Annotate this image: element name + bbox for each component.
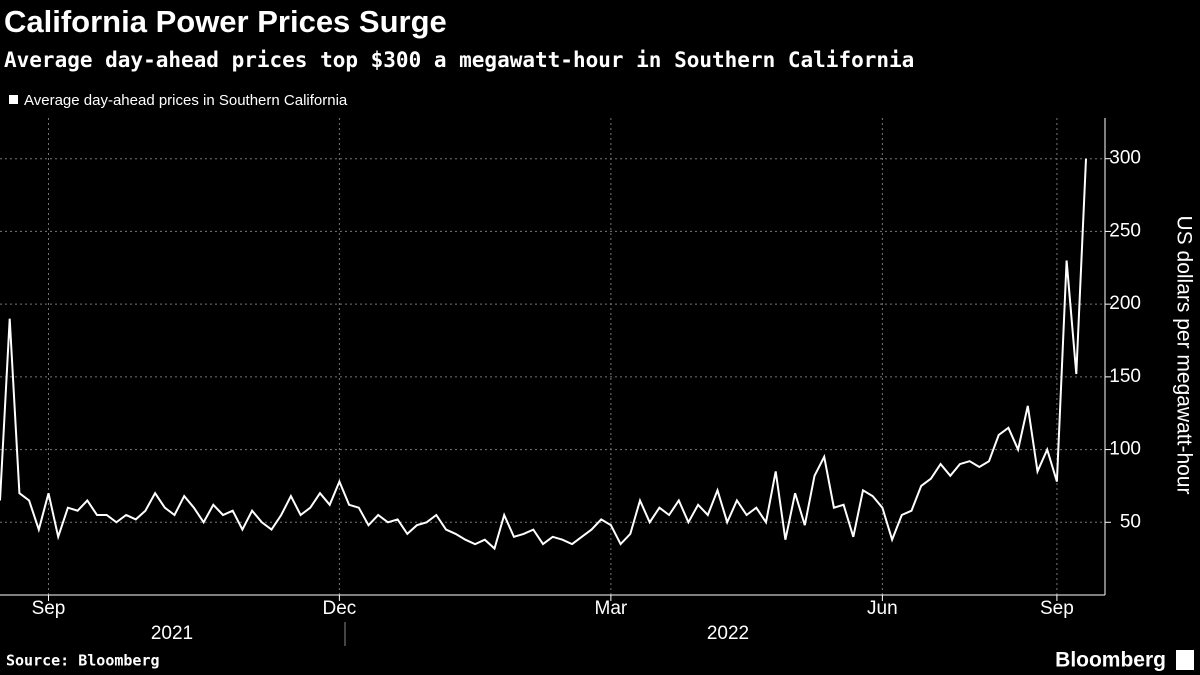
x-tick-label: Sep [1040,598,1074,619]
y-tick-label: 300 [1109,148,1141,169]
data-line [0,158,1087,551]
source: Source: Bloomberg [6,652,160,670]
y-tick-label: 150 [1109,366,1141,387]
x-tick-label: Jun [867,598,898,619]
chart-subtitle: Average day-ahead prices top $300 a mega… [4,48,914,72]
legend-swatch [9,95,18,104]
chart-title: California Power Prices Surge [4,4,447,39]
y-tick-label: 50 [1120,511,1141,532]
x-tick-label: Mar [595,598,628,619]
x-tick-label: Sep [32,598,66,619]
brand: Bloomberg [1055,649,1166,672]
y-tick-label: 100 [1109,439,1141,460]
year-label: 2021 [151,623,193,644]
y-tick-label: 250 [1109,220,1141,241]
legend-label: Average day-ahead prices in Southern Cal… [24,92,348,109]
brand-icon [1176,650,1194,670]
y-tick-label: 200 [1109,293,1141,314]
x-tick-label: Dec [322,598,356,619]
year-label: 2022 [707,623,749,644]
y-axis-title: US dollars per megawatt-hour [1172,216,1195,495]
